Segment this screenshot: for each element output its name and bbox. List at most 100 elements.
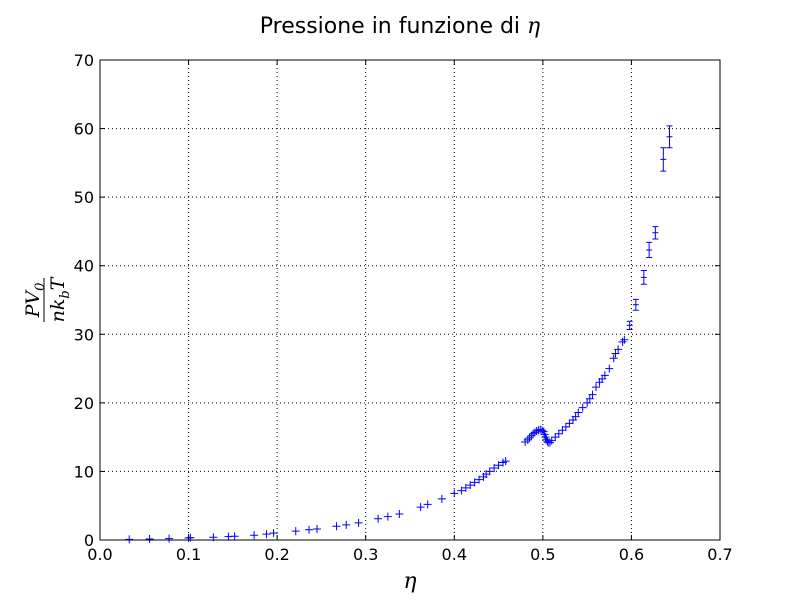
- x-tick-label: 0.5: [530, 545, 555, 564]
- data-point: [545, 438, 554, 447]
- data-point: [332, 522, 341, 531]
- data-point: [614, 345, 623, 354]
- data-point: [145, 534, 154, 543]
- y-tick-label: 50: [74, 188, 94, 207]
- data-point: [525, 433, 534, 442]
- data-point: [165, 534, 174, 543]
- y-tick-label: 20: [74, 394, 94, 413]
- chart-title: Pressione in funzione di η: [260, 14, 540, 39]
- data-point: [490, 464, 499, 472]
- data-point: [269, 529, 278, 538]
- plot-frame: [99, 59, 721, 541]
- data-point: [605, 364, 614, 373]
- data-point: [383, 512, 392, 521]
- data-point: [305, 525, 314, 534]
- data-point: [561, 422, 570, 431]
- data-point: [583, 398, 592, 407]
- error-bar-point: [646, 241, 653, 258]
- data-point: [230, 532, 239, 541]
- x-tick-label: 0.1: [176, 545, 201, 564]
- y-tick-label: 30: [74, 325, 94, 344]
- svg-text:nkbT: nkbT: [47, 276, 73, 322]
- data-point: [313, 525, 321, 534]
- y-tick-label: 40: [74, 257, 94, 276]
- x-axis-label: η: [403, 569, 416, 594]
- error-bar-point: [632, 298, 639, 311]
- y-label-numerator: PV: [22, 289, 44, 319]
- data-point: [485, 467, 494, 476]
- data-point: [565, 419, 574, 428]
- data-point: [423, 500, 432, 509]
- y-label-numerator-sub: 0: [33, 283, 48, 291]
- data-point: [542, 435, 551, 444]
- error-bar-point: [640, 270, 647, 285]
- data-point: [354, 518, 363, 527]
- data-point: [342, 520, 351, 529]
- error-bar-point: [652, 226, 659, 240]
- data-point: [588, 390, 597, 399]
- data-point: [523, 435, 532, 444]
- y-axis-ticks: 0 10 20 30 40 50 60 70: [74, 51, 720, 550]
- data-point: [461, 483, 470, 492]
- data-point: [574, 408, 583, 417]
- x-tick-label: 0.4: [442, 545, 467, 564]
- x-tick-label: 0.7: [707, 545, 732, 564]
- error-bars: [626, 125, 673, 330]
- data-point: [475, 475, 484, 484]
- data-point: [592, 383, 600, 392]
- data-point: [551, 433, 560, 442]
- data-point: [571, 412, 580, 421]
- data-point: [457, 486, 466, 495]
- y-axis-label: PV0 nkbT: [22, 276, 73, 322]
- data-point: [585, 394, 594, 403]
- data-point: [600, 371, 609, 380]
- y-label-denominator: nk: [47, 299, 69, 323]
- error-bar-point: [666, 125, 673, 149]
- data-point: [611, 349, 620, 358]
- x-tick-label: 0.3: [353, 545, 378, 564]
- data-point: [450, 489, 459, 498]
- data-point: [466, 481, 475, 490]
- data-point: [494, 461, 503, 470]
- data-point: [578, 403, 587, 412]
- x-tick-label: 0.0: [87, 545, 112, 564]
- data-point: [541, 433, 550, 442]
- y-label-denominator-tail: T: [47, 276, 69, 290]
- data-point: [609, 354, 618, 363]
- grid-lines: [100, 60, 720, 540]
- data-point: [536, 425, 545, 434]
- data-points: [125, 335, 629, 544]
- data-point: [554, 429, 563, 438]
- data-point: [416, 503, 425, 512]
- data-point: [250, 531, 259, 540]
- x-axis-ticks: 0.0 0.1 0.2 0.3 0.4 0.5 0.6 0.7: [87, 60, 733, 564]
- x-tick-label: 0.6: [619, 545, 644, 564]
- data-point: [532, 426, 541, 435]
- error-bar-point: [660, 147, 667, 172]
- data-point: [501, 457, 510, 466]
- svg-text:PV0: PV0: [22, 283, 48, 319]
- data-point: [530, 428, 539, 437]
- data-point: [262, 530, 271, 539]
- data-point: [547, 436, 556, 445]
- data-point: [395, 509, 404, 518]
- y-tick-label: 60: [74, 120, 94, 139]
- error-bar-point: [626, 320, 633, 330]
- y-label-denominator-sub: b: [58, 290, 73, 298]
- data-point: [437, 494, 446, 503]
- y-tick-label: 70: [74, 51, 94, 70]
- data-point: [291, 527, 300, 536]
- data-point: [620, 335, 629, 344]
- data-point: [618, 337, 627, 346]
- data-point: [537, 426, 546, 435]
- data-point: [558, 426, 567, 435]
- data-point: [470, 478, 479, 487]
- data-point: [374, 514, 383, 523]
- data-point: [527, 431, 536, 440]
- data-point: [125, 535, 134, 544]
- x-tick-label: 0.2: [264, 545, 289, 564]
- y-tick-label: 0: [84, 531, 94, 550]
- y-tick-label: 10: [74, 462, 94, 481]
